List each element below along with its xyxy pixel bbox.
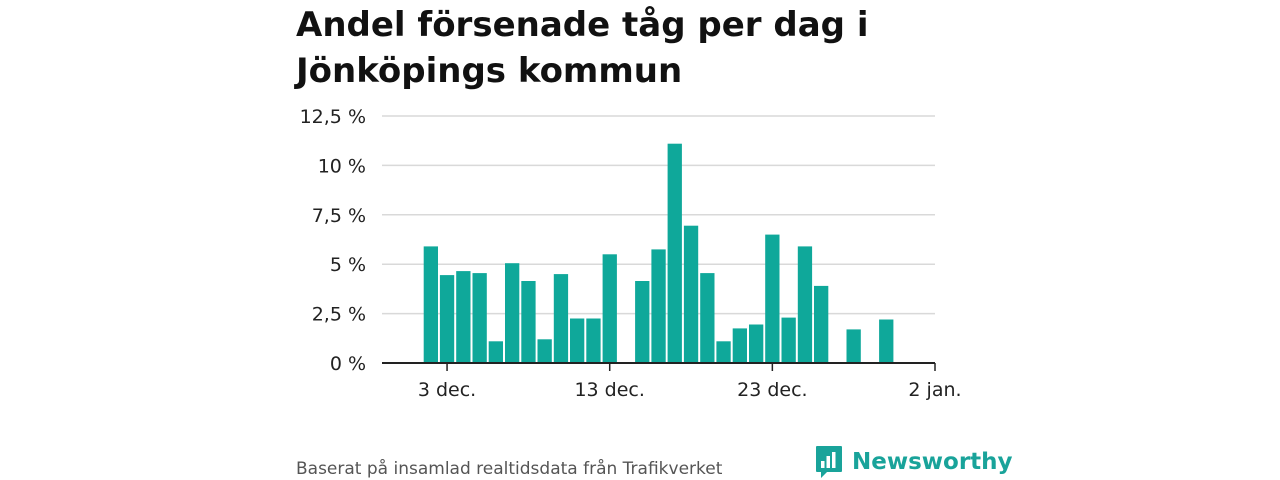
y-tick-label: 7,5 % bbox=[312, 205, 366, 227]
bar bbox=[488, 341, 503, 363]
bar bbox=[521, 281, 536, 363]
bar bbox=[586, 318, 601, 363]
bars bbox=[423, 143, 894, 363]
y-tick-label: 5 % bbox=[330, 254, 366, 276]
bar bbox=[472, 273, 487, 363]
bar bbox=[716, 341, 731, 363]
bar bbox=[651, 249, 666, 363]
bar bbox=[846, 329, 861, 363]
bar bbox=[602, 254, 617, 363]
bar bbox=[423, 246, 438, 363]
x-tick-label: 13 dec. bbox=[574, 379, 644, 401]
y-tick-label: 12,5 % bbox=[300, 106, 366, 128]
bar bbox=[505, 263, 520, 363]
x-tick-label: 23 dec. bbox=[737, 379, 807, 401]
bar bbox=[456, 271, 471, 363]
y-tick-label: 10 % bbox=[318, 155, 366, 177]
bar bbox=[635, 281, 650, 363]
y-axis-ticks: 0 % 2,5 % 5 % 7,5 % 10 % 12,5 % bbox=[300, 106, 366, 375]
brand[interactable]: Newsworthy bbox=[815, 445, 1013, 479]
bar bbox=[814, 285, 829, 363]
bar bbox=[570, 318, 585, 363]
bar bbox=[537, 339, 552, 363]
brand-name: Newsworthy bbox=[852, 449, 1013, 475]
bar bbox=[439, 275, 455, 363]
x-tick-label: 2 jan. bbox=[908, 379, 961, 401]
bar bbox=[879, 319, 894, 363]
bar bbox=[700, 273, 715, 363]
y-tick-label: 0 % bbox=[330, 353, 366, 375]
x-axis-ticks: 3 dec. 13 dec. 23 dec. 2 jan. bbox=[418, 363, 962, 401]
bar bbox=[781, 317, 796, 363]
newsworthy-logo-icon bbox=[816, 446, 842, 478]
bar bbox=[553, 274, 569, 363]
source-note: Baserat på insamlad realtidsdata från Tr… bbox=[296, 459, 723, 479]
bar bbox=[797, 246, 813, 363]
bar bbox=[749, 324, 764, 363]
bar bbox=[765, 234, 780, 363]
chart-title: Andel försenade tåg per dag i Jönköpings… bbox=[296, 5, 869, 91]
y-tick-label: 2,5 % bbox=[312, 304, 366, 326]
x-tick-label: 3 dec. bbox=[418, 379, 476, 401]
bar bbox=[732, 328, 747, 363]
bar bbox=[683, 225, 699, 363]
bar bbox=[667, 143, 682, 363]
